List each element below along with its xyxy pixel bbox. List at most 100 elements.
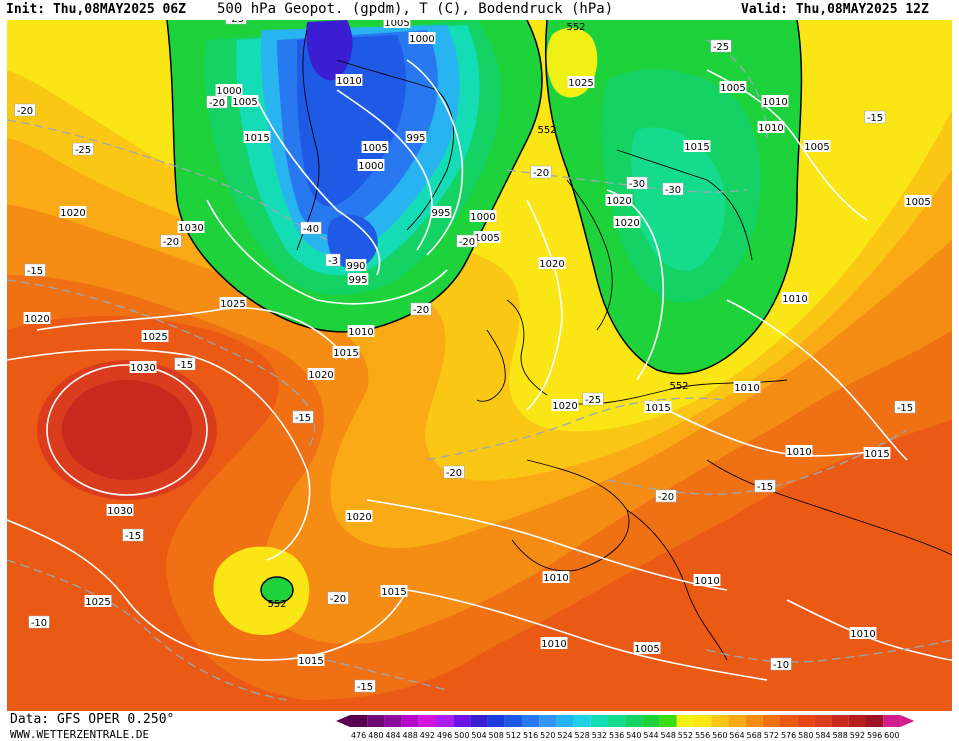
pressure_labels-label-bg — [335, 74, 363, 86]
scale-label: 488 — [403, 731, 418, 740]
pressure_labels-label: 1015 — [683, 140, 711, 153]
pressure_labels-label: 1005 — [383, 20, 411, 29]
scale-swatch — [367, 715, 385, 727]
temp_labels-label-bg — [530, 165, 552, 179]
scale-swatch — [676, 715, 694, 727]
scale-swatch — [745, 715, 763, 727]
pressure_labels-label-bg — [538, 257, 566, 269]
scale-swatch — [556, 715, 574, 727]
temperature-labels: -25 -25 -20 -20 -25 -15 -20 -30 -30 -40 -20 -20 -3 -1… — [14, 20, 916, 693]
scale-swatch — [866, 715, 884, 727]
pressure_labels-label-text: 1030 — [107, 506, 132, 517]
pressure_labels-label: 1015 — [380, 585, 408, 598]
geopot_labels-label-text: 552 — [537, 125, 556, 136]
pressure_labels-label-bg — [215, 84, 243, 96]
temp_labels-label-bg — [327, 591, 349, 605]
temp_labels-label-text: -25 — [228, 20, 244, 25]
scale-label: 536 — [609, 731, 624, 740]
temp_labels-label: -15 — [864, 110, 886, 124]
temp_labels-label-bg — [160, 234, 182, 248]
pressure_labels-label-text: 1015 — [684, 142, 709, 153]
geopot_labels-label: 552 — [566, 22, 585, 33]
scale-label: 556 — [695, 731, 710, 740]
scale-label: 528 — [575, 731, 590, 740]
pressure_labels-label-text: 1025 — [568, 78, 593, 89]
pressure_labels-label: 1010 — [540, 637, 568, 650]
temp_labels-label-bg — [710, 39, 732, 53]
pressure_labels-label-text: 995 — [431, 208, 450, 219]
temp_labels-label-text: -30 — [665, 185, 681, 196]
scale-label: 580 — [798, 731, 813, 740]
pressure_labels-label: 1000 — [215, 84, 243, 97]
pressure_labels-label-text: 1005 — [474, 233, 499, 244]
pressure_labels-label-text: 1020 — [346, 512, 371, 523]
temp_labels-label-bg — [72, 142, 94, 156]
geopot_labels-label-text: 552 — [267, 599, 286, 610]
pressure_labels-label: 1005 — [231, 95, 259, 108]
scale-swatch — [694, 715, 712, 727]
temp_labels-label: -15 — [754, 479, 776, 493]
pressure_labels-label: 1010 — [781, 292, 809, 305]
pressure_labels-label: 1010 — [757, 121, 785, 134]
pressure_labels-label: 995 — [430, 206, 452, 219]
scale-arrow-right — [900, 715, 915, 727]
pressure_labels-label: 1025 — [219, 297, 247, 310]
pressure_labels-label-bg — [863, 447, 891, 459]
scale-swatch — [711, 715, 729, 727]
pressure_labels-label-bg — [345, 259, 367, 271]
temp_labels-label-text: -15 — [867, 113, 883, 124]
scale-label: 520 — [540, 731, 555, 740]
pressure_labels-label-bg — [345, 510, 373, 522]
pressure_labels-label-bg — [129, 361, 157, 373]
pressure_labels-label-text: 1020 — [308, 370, 333, 381]
temp_labels-label-bg — [28, 615, 50, 629]
geopot_labels-label: 552 — [537, 125, 556, 136]
geopot_labels-label: 552 — [669, 381, 688, 392]
pressure_labels-label-bg — [644, 401, 672, 413]
pressure_labels-label: 1005 — [361, 141, 389, 154]
scale-label: 484 — [385, 731, 400, 740]
pressure_labels-label-text: 1005 — [232, 97, 257, 108]
scale-swatch — [728, 715, 746, 727]
temp_labels-label-bg — [225, 20, 247, 25]
trough-teal-east — [631, 127, 726, 271]
pressure_labels-label-text: 1015 — [298, 656, 323, 667]
pressure_labels-label-bg — [904, 195, 932, 207]
scale-label: 516 — [523, 731, 538, 740]
site-url: WWW.WETTERZENTRALE.DE — [10, 728, 150, 741]
pressure_labels-label-bg — [473, 231, 501, 243]
pressure_labels-label: 1010 — [693, 574, 721, 587]
pressure_labels-label: 1020 — [59, 206, 87, 219]
temp_labels-label-text: -25 — [585, 395, 601, 406]
pressure_labels-label-bg — [693, 574, 721, 586]
temp_labels-label-bg — [24, 263, 46, 277]
pressure_labels-label-text: 1000 — [470, 212, 495, 223]
temp_labels-label-text: -15 — [757, 482, 773, 493]
scale-label: 496 — [437, 731, 452, 740]
temp_labels-label-bg — [770, 657, 792, 671]
pressure_labels-label: 1025 — [84, 595, 112, 608]
temp_labels-label-text: -20 — [209, 98, 225, 109]
pressure_labels-label-bg — [380, 585, 408, 597]
temp_labels-label: -20 — [160, 234, 182, 248]
temp_labels-label-bg — [754, 479, 776, 493]
pressure_labels-label-text: 1010 — [758, 123, 783, 134]
scale-label: 544 — [643, 731, 658, 740]
temp_labels-label: -15 — [292, 410, 314, 424]
pressure_labels-label: 995 — [347, 273, 369, 286]
pressure_labels-label: 1005 — [719, 81, 747, 94]
pressure_labels-label-text: 1020 — [539, 259, 564, 270]
pressure_labels-label-bg — [757, 121, 785, 133]
temp_labels-label-bg — [122, 528, 144, 542]
pressure_labels-label-bg — [231, 95, 259, 107]
pressure_labels-label: 1020 — [345, 510, 373, 523]
temp_labels-label-text: -15 — [897, 403, 913, 414]
temp_labels-label-text: -20 — [413, 305, 429, 316]
scale-swatch — [590, 715, 608, 727]
pressure_labels-label-bg — [733, 381, 761, 393]
pressure_labels-label-text: 1015 — [333, 348, 358, 359]
temp_labels-label-text: -20 — [459, 237, 475, 248]
pressure_labels-label-text: 1010 — [734, 383, 759, 394]
scale-swatch — [814, 715, 832, 727]
scale-label: 568 — [747, 731, 762, 740]
